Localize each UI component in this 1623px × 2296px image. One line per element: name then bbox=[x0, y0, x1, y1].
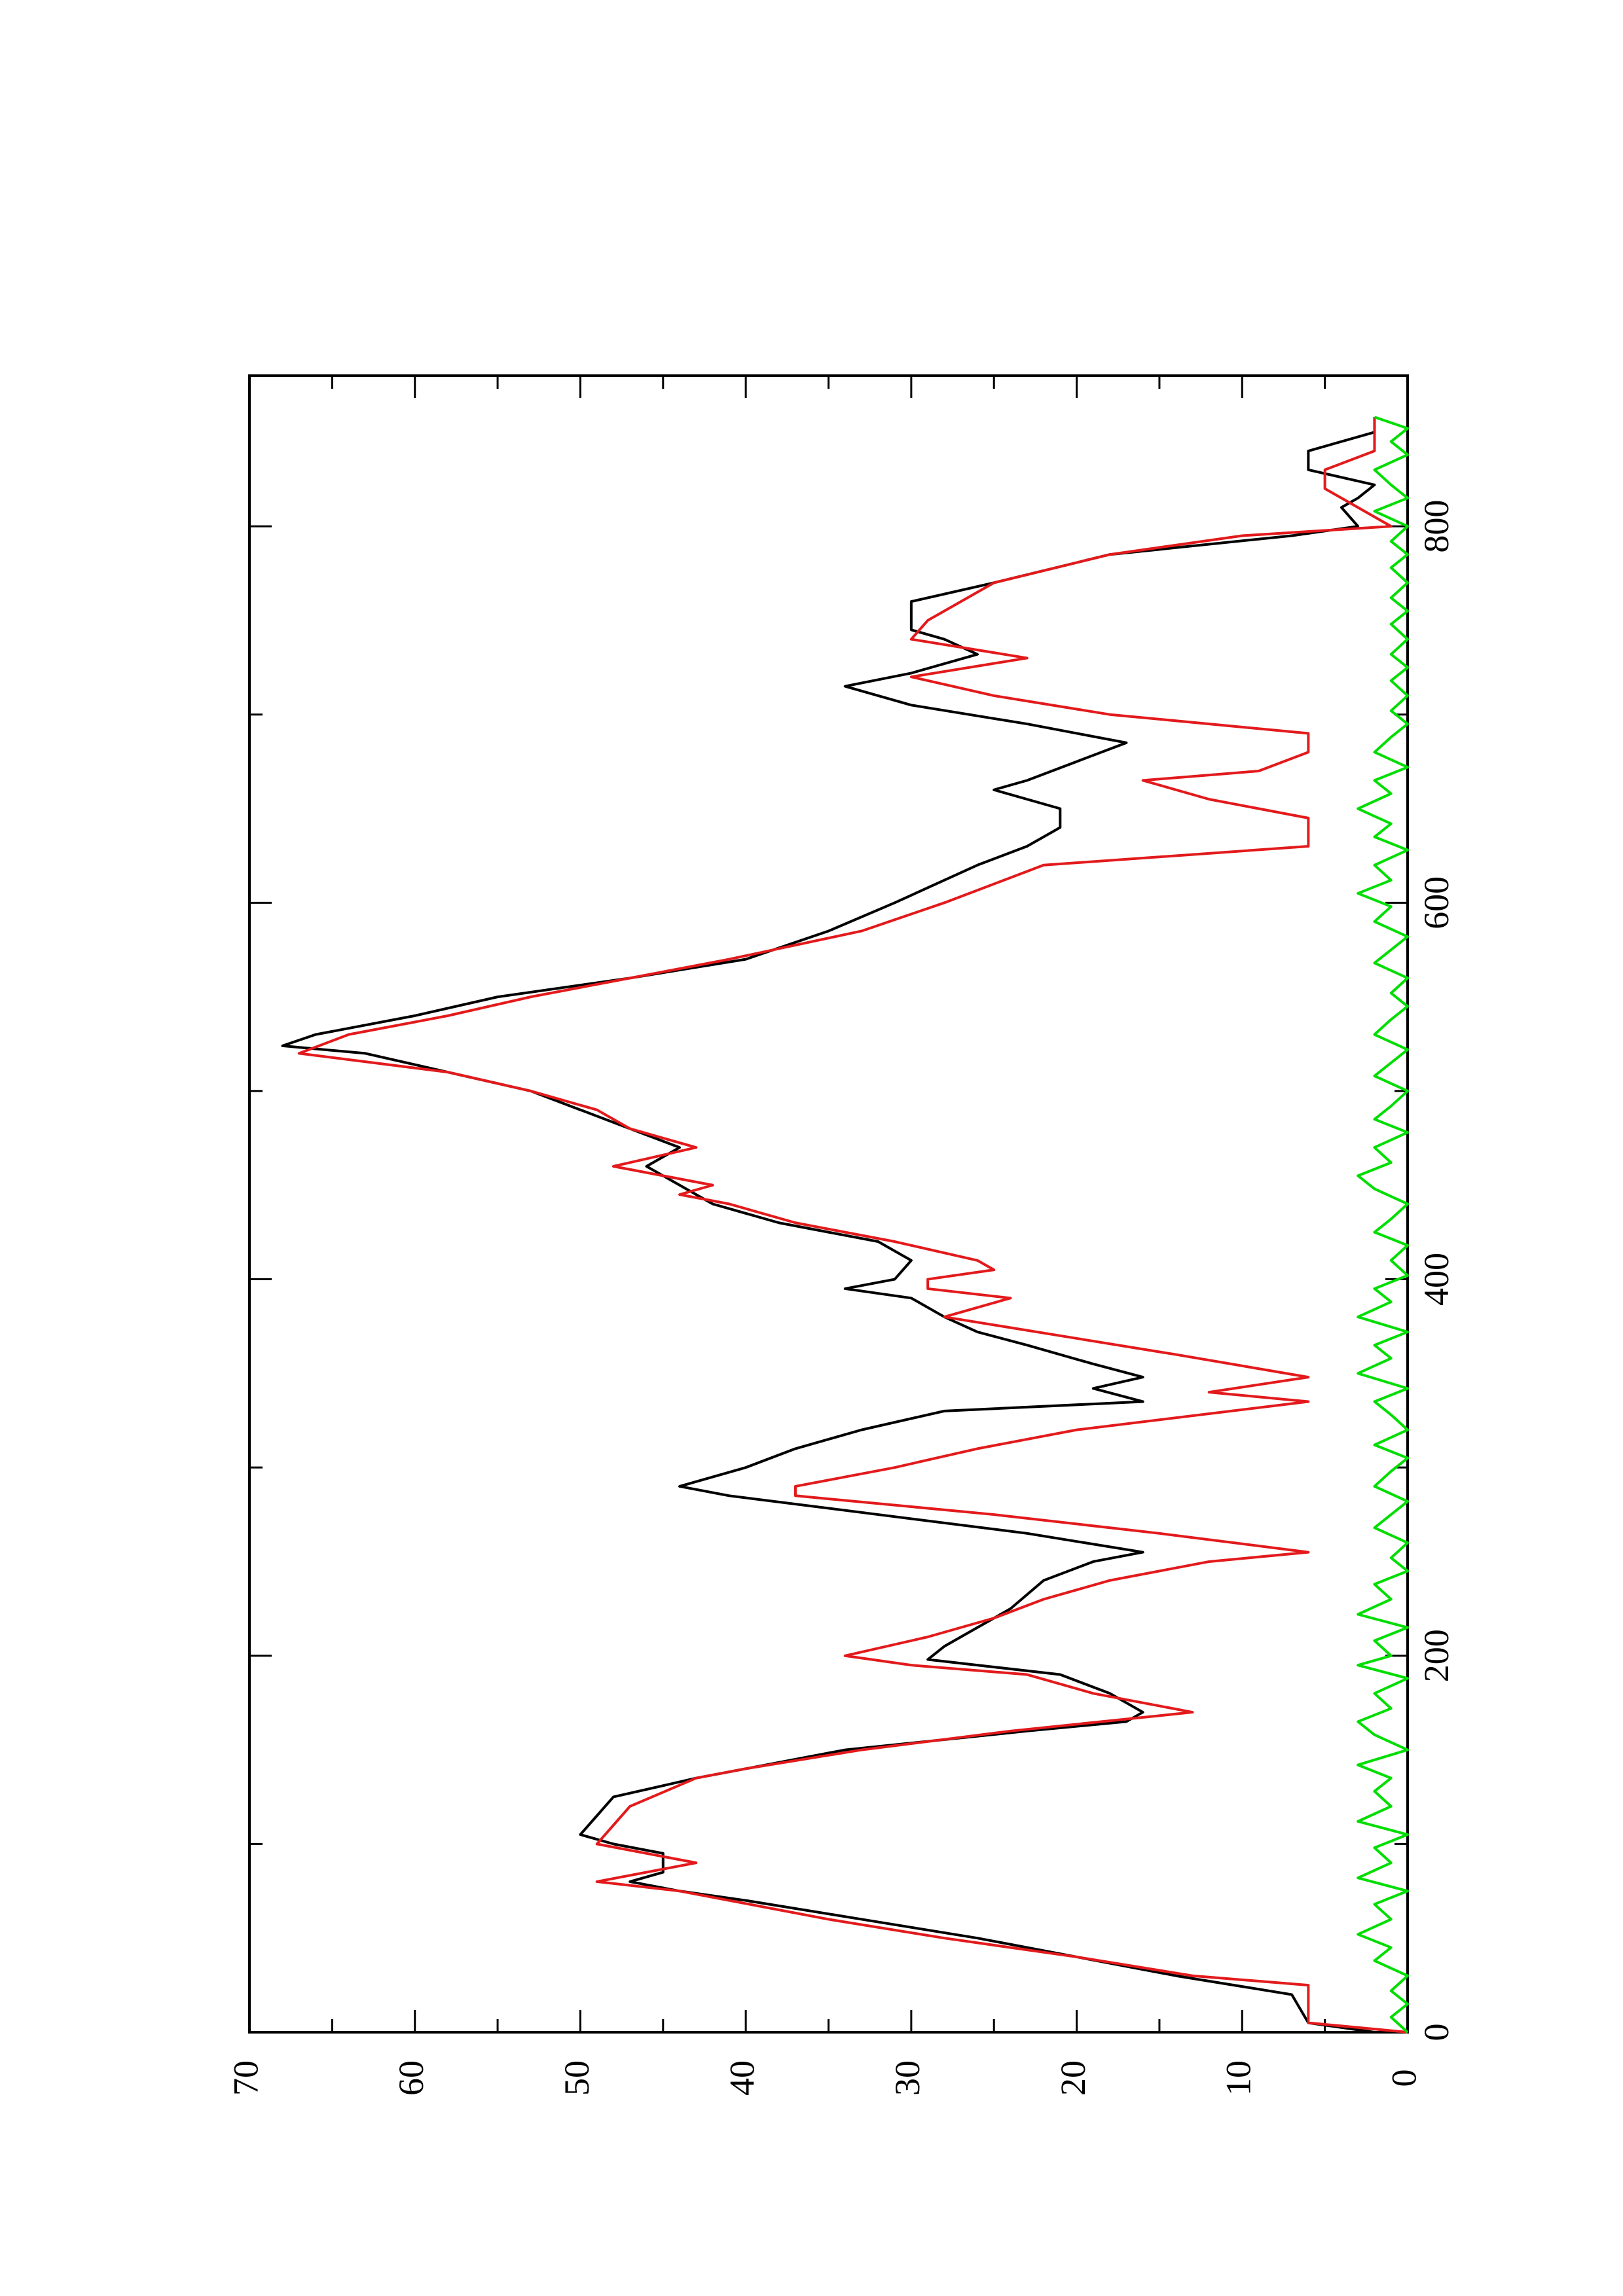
series-line-3 bbox=[1357, 416, 1409, 2034]
x-tick-label: 600 bbox=[1417, 876, 1456, 929]
y-tick-label: 30 bbox=[888, 2060, 927, 2096]
y-tick-label: 20 bbox=[1053, 2060, 1093, 2096]
axis-ticks bbox=[248, 376, 1409, 2034]
x-tick-label: 0 bbox=[1417, 2024, 1456, 2041]
y-tick-label: 50 bbox=[557, 2060, 596, 2096]
x-tick-label: 800 bbox=[1417, 500, 1456, 553]
y-tick-label: 60 bbox=[392, 2060, 431, 2096]
y-tick-label: 10 bbox=[1219, 2060, 1258, 2096]
series-lines bbox=[281, 416, 1409, 2034]
y-tick-label: 70 bbox=[226, 2060, 265, 2096]
y-tick-label: 0 bbox=[1384, 2070, 1423, 2087]
series-line-1 bbox=[281, 417, 1376, 2034]
x-tick-label: 200 bbox=[1417, 1629, 1456, 1682]
axis-tick-labels: 0 200 400 600 800 0 10 20 30 40 50 60 70 bbox=[226, 500, 1456, 2096]
plot-frame bbox=[248, 374, 1409, 2034]
y-tick-label: 40 bbox=[723, 2060, 762, 2096]
x-tick-label: 400 bbox=[1417, 1253, 1456, 1306]
series-line-2 bbox=[297, 417, 1408, 2034]
